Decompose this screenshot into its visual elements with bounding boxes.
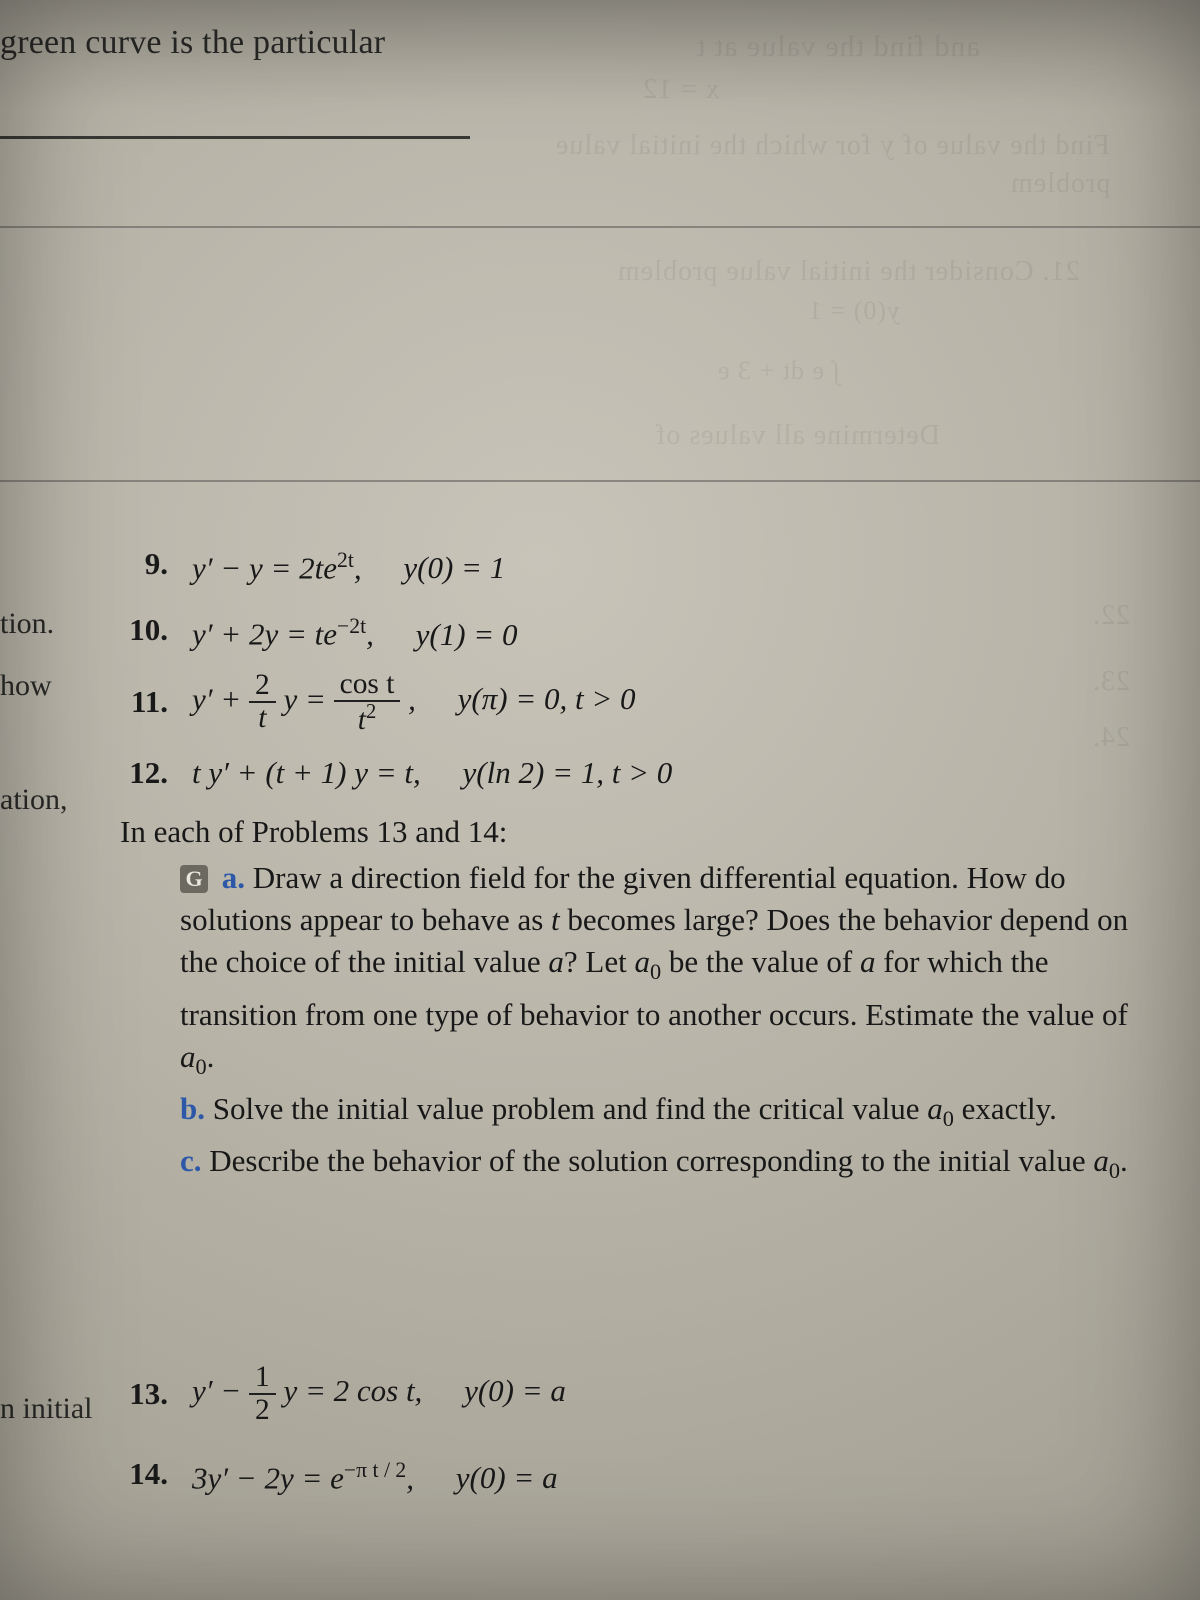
problem-9: 9. y′ − y = 2te2t, y(0) = 1: [120, 536, 1170, 592]
part-a-text: ? Let: [564, 944, 635, 979]
problem-10: 10. y′ + 2y = te−2t, y(1) = 0: [120, 602, 1170, 658]
ghost-text: Determine all values of: [655, 420, 940, 452]
equation: t y′ + (t + 1) y = t, y(ln 2) = 1, t > 0: [192, 749, 672, 797]
initial-condition: y(ln 2) = 1, t > 0: [463, 755, 673, 790]
variable-a0: a: [180, 1039, 196, 1074]
equation: 3y′ − 2y = e−π t / 2, y(0) = a: [192, 1442, 558, 1506]
ghost-text: problem: [1010, 168, 1110, 200]
left-margin-fragments: tion. how ation,: [0, 560, 72, 832]
part-c-label: c.: [180, 1143, 202, 1178]
variable-a0: a: [635, 944, 651, 979]
ghost-text: Find the value of y for which the initia…: [555, 130, 1110, 162]
ghost-text: ∫ e dt + 3 e: [717, 356, 840, 386]
part-c-tail: .: [1120, 1143, 1128, 1178]
equation-body: t y′ + (t + 1) y = t,: [192, 755, 421, 790]
problem-13: 13. y′ − 1 2 y = 2 cos t, y(0) = a: [120, 1362, 1170, 1426]
exponent: −2t: [337, 614, 366, 638]
denominator: t: [258, 702, 266, 734]
instruction-block: In each of Problems 13 and 14: G a. Draw…: [120, 811, 1160, 1192]
instruction-body: G a. Draw a direction field for the give…: [120, 857, 1160, 1192]
initial-condition: y(0) = a: [456, 1460, 558, 1495]
problem-12: 12. t y′ + (t + 1) y = t, y(ln 2) = 1, t…: [120, 749, 1170, 797]
part-a-text: .: [207, 1039, 215, 1074]
subscript-zero: 0: [1109, 1158, 1120, 1183]
exponent: 2t: [337, 548, 354, 572]
problem-11: 11. y′ + 2 t y = cos t t2 , y(π) = 0, t …: [120, 669, 1170, 736]
problem-number: 14.: [120, 1446, 168, 1502]
equation: y′ + 2 t y = cos t t2 , y(π) = 0, t > 0: [192, 669, 636, 736]
fraction: 2 t: [249, 670, 276, 734]
instruction-lead: In each of Problems 13 and 14:: [120, 811, 1160, 853]
equation: y′ + 2y = te−2t, y(1) = 0: [192, 602, 517, 658]
equation-body: 3y′ − 2y = e: [192, 1460, 344, 1495]
denominator: t: [358, 703, 366, 735]
variable-a: a: [860, 944, 876, 979]
problem-number: 13.: [120, 1366, 168, 1422]
part-b-text: Solve the initial value problem and find…: [205, 1091, 927, 1126]
part-a-text: be the value of: [661, 944, 860, 979]
fraction: cos t t2: [334, 669, 401, 736]
subscript-zero: 0: [650, 960, 661, 985]
initial-condition: y(0) = 1: [403, 550, 505, 585]
initial-condition: y(0) = a: [464, 1373, 566, 1408]
problem-list: 9. y′ − y = 2te2t, y(0) = 1 10. y′ + 2y …: [120, 536, 1170, 1192]
blank-underline: [0, 136, 470, 139]
part-a-label: a.: [222, 860, 245, 895]
comma: ,: [406, 1460, 414, 1495]
equation-lhs: y′ +: [192, 681, 249, 716]
numerator: 1: [249, 1362, 276, 1395]
equation: y′ − 1 2 y = 2 cos t, y(0) = a: [192, 1362, 566, 1426]
exponent: 2: [366, 701, 376, 723]
equation-lhs: y′ −: [192, 1373, 249, 1408]
initial-condition: y(π) = 0, t > 0: [458, 681, 636, 716]
problem-number: 10.: [120, 606, 168, 654]
equation-mid: y =: [283, 681, 333, 716]
equation-body: y′ + 2y = te: [192, 617, 337, 652]
margin-fragment: how: [0, 656, 72, 716]
equation: y′ − y = 2te2t, y(0) = 1: [192, 536, 505, 592]
part-b-label: b.: [180, 1091, 205, 1126]
initial-condition: y(1) = 0: [416, 617, 518, 652]
problem-number: 9.: [120, 540, 168, 588]
equation-body: y′ − y = 2te: [192, 550, 337, 585]
numerator: cos t: [334, 669, 401, 702]
margin-fragment: ation,: [0, 770, 72, 830]
problem-14: 14. 3y′ − 2y = e−π t / 2, y(0) = a: [120, 1442, 1170, 1506]
denominator: 2: [249, 1395, 276, 1426]
part-b-tail: exactly.: [954, 1091, 1057, 1126]
horizontal-rule: [0, 226, 1200, 228]
variable-a0: a: [1093, 1143, 1109, 1178]
margin-fragment: n initial: [0, 1392, 93, 1426]
horizontal-rule: [0, 480, 1200, 482]
problem-number: 12.: [120, 749, 168, 797]
fraction: 1 2: [249, 1362, 276, 1426]
exponent: −π t / 2: [344, 1458, 406, 1482]
variable-a0: a: [927, 1091, 943, 1126]
variable-a: a: [548, 944, 564, 979]
variable-t: t: [551, 902, 560, 937]
numerator: 2: [249, 670, 276, 703]
ghost-text: 21. Consider the initial value problem: [617, 256, 1080, 288]
part-c-text: Describe the behavior of the solution co…: [202, 1143, 1094, 1178]
subscript-zero: 0: [943, 1106, 954, 1131]
equation-mid: y = 2 cos t,: [283, 1373, 422, 1408]
graphing-badge-icon: G: [180, 865, 208, 893]
ghost-text: y(0) = 1: [808, 296, 900, 326]
textbook-page: and find the value at t x = 12 Find the …: [0, 0, 1200, 1600]
lower-problems: 13. y′ − 1 2 y = 2 cos t, y(0) = a 14. 3…: [120, 1362, 1170, 1516]
problem-number: 11.: [120, 678, 168, 726]
margin-fragment: tion.: [0, 594, 72, 654]
header-fragment: green curve is the particular: [0, 24, 385, 62]
subscript-zero: 0: [196, 1054, 207, 1079]
